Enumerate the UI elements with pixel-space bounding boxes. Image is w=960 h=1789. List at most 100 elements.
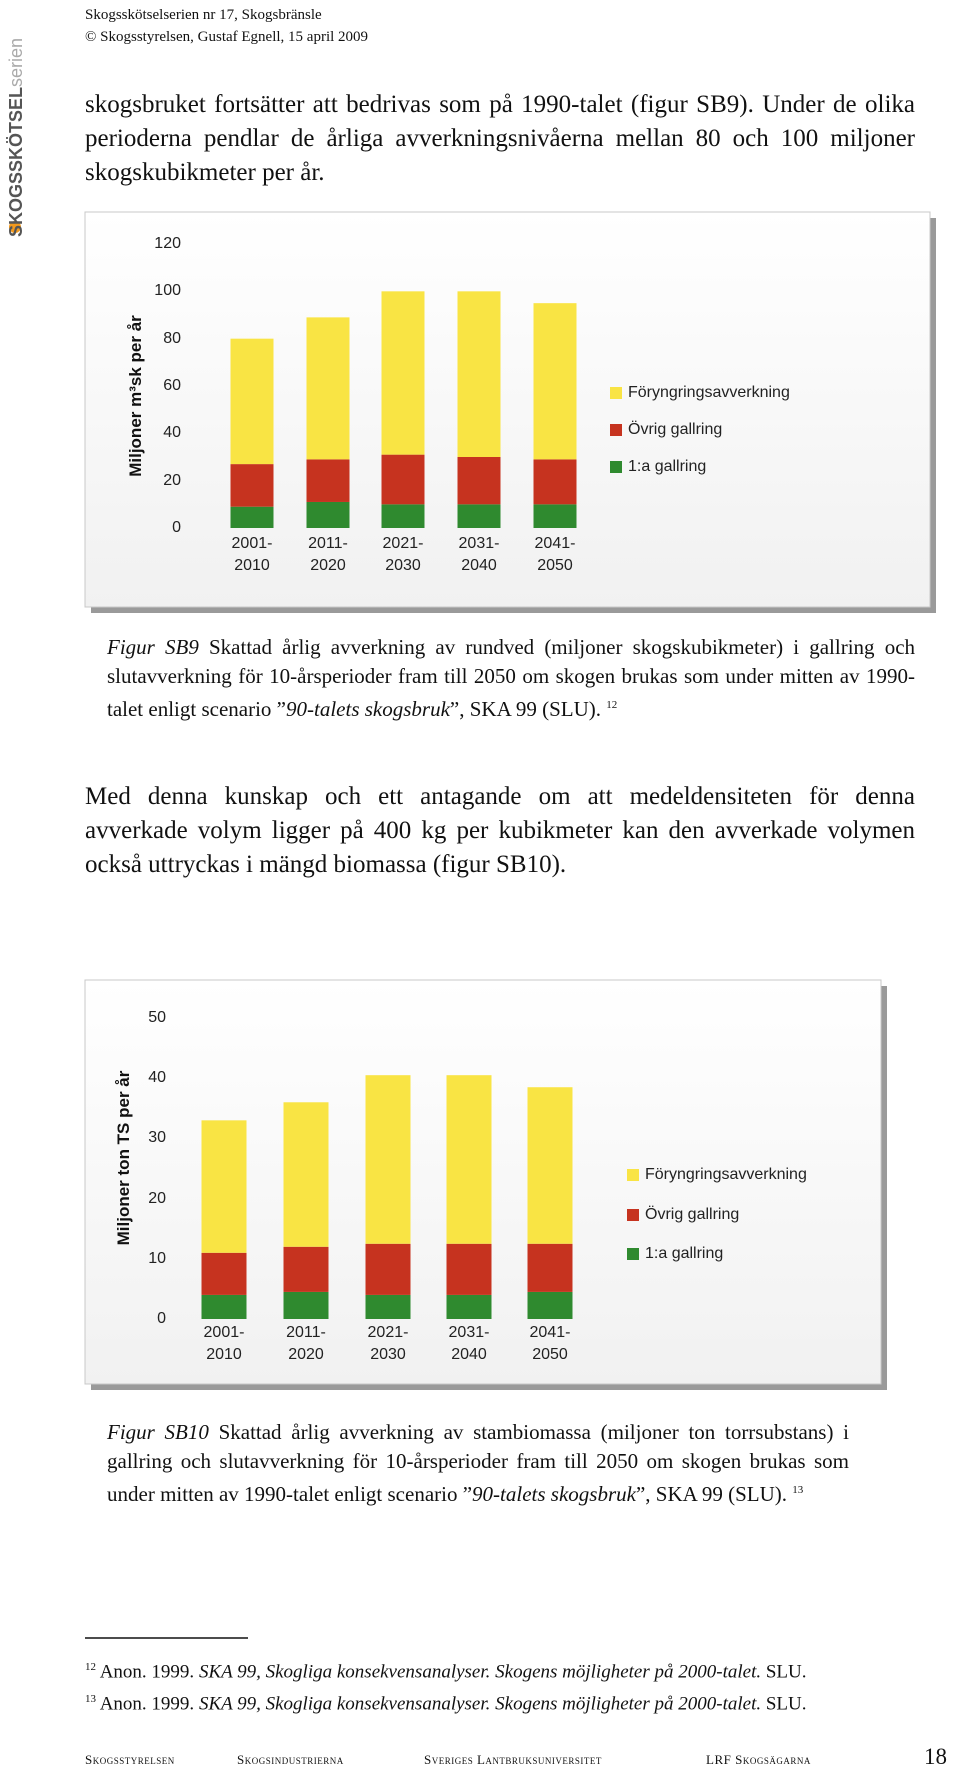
bar-segment	[457, 291, 501, 457]
bar-segment	[457, 504, 501, 528]
y-tick-label: 120	[154, 235, 181, 252]
x-tick-label: 2031- 2040	[458, 535, 500, 574]
y-axis-title: Miljoner m³sk per år	[126, 315, 145, 477]
bar-segment	[365, 1294, 411, 1319]
legend-swatch	[610, 461, 622, 473]
logo: SKOGSSKÖTSELserien	[6, 38, 27, 237]
bar-segment	[230, 338, 274, 465]
y-tick-label: 60	[163, 377, 181, 394]
legend-swatch	[627, 1248, 639, 1260]
logo-dot	[9, 221, 21, 233]
bar-segment	[201, 1252, 247, 1295]
footnote-number: 12	[85, 1661, 96, 1673]
x-tick-label: 2001- 2010	[231, 535, 273, 574]
bar-segment	[527, 1291, 573, 1319]
bar-segment	[230, 464, 274, 507]
y-tick-label: 40	[163, 424, 181, 442]
footer-org: Sveriges Lantbruksuniversitet	[424, 1752, 602, 1767]
bar-segment	[365, 1075, 411, 1244]
footnote: 13 Anon. 1999. SKA 99, Skogliga konsekve…	[85, 1687, 807, 1716]
legend-swatch	[627, 1209, 639, 1221]
footnote-publisher: SLU.	[765, 1693, 807, 1715]
bar-segment	[527, 1087, 573, 1244]
legend-label: Föryngringsavverkning	[628, 384, 790, 401]
legend-label: 1:a gallring	[628, 458, 707, 475]
caption-label: Figur SB10	[107, 1420, 209, 1444]
footer-org: Skogsindustrierna	[237, 1752, 344, 1767]
footnote-publisher: SLU.	[765, 1661, 807, 1683]
caption: Figur SB9 Skattad årlig avverkning av ru…	[107, 633, 915, 724]
y-tick-label: 50	[148, 1009, 166, 1026]
footnote-author: Anon. 1999.	[99, 1693, 195, 1715]
page-number: 18	[924, 1744, 947, 1769]
bar-segment	[381, 291, 425, 455]
footer-org: Skogsstyrelsen	[85, 1752, 175, 1767]
header-series: Skogsskötselserien nr 17, Skogsbränsle	[85, 7, 322, 23]
x-tick-label: 2041- 2050	[534, 535, 576, 574]
caption-tail: ”, SKA 99 (SLU).	[449, 697, 602, 721]
bar-segment	[201, 1294, 247, 1319]
bar-segment	[381, 504, 425, 528]
y-tick-label: 80	[163, 329, 181, 347]
bar-segment	[283, 1246, 329, 1292]
footer-org: LRF Skogsägarna	[706, 1752, 811, 1767]
bar-segment	[306, 459, 350, 502]
chart-frame	[84, 211, 931, 608]
bar-segment	[533, 303, 577, 460]
legend-label: 1:a gallring	[645, 1245, 724, 1262]
bar-segment	[446, 1243, 492, 1295]
y-tick-label: 30	[148, 1129, 166, 1147]
bar-segment	[283, 1291, 329, 1319]
bar-segment	[381, 454, 425, 505]
x-tick-label: 2011- 2020	[308, 535, 348, 574]
bar-segment	[457, 457, 501, 505]
y-tick-label: 0	[157, 1310, 166, 1327]
bar-segment	[533, 504, 577, 528]
y-tick-label: 10	[148, 1249, 166, 1267]
x-tick-label: 2021- 2030	[382, 535, 424, 574]
legend-label: Föryngringsavverkning	[645, 1166, 807, 1183]
bar-segment	[230, 506, 274, 528]
legend-swatch	[610, 424, 622, 436]
caption-emph: 90-talets skogsbruk	[286, 697, 450, 721]
y-axis-title: Miljoner ton TS per år	[114, 1070, 133, 1246]
caption: Figur SB10 Skattad årlig avverkning av s…	[107, 1418, 849, 1509]
footnote-title: SKA 99, Skogliga konsekvensanalyser. Sko…	[198, 1661, 762, 1683]
x-tick-label: 2021- 2030	[367, 1324, 409, 1363]
caption-body: Skattad årlig avverkning av rundved (mil…	[107, 635, 916, 721]
bar-segment	[306, 501, 350, 528]
bar-segment	[527, 1243, 573, 1292]
y-tick-label: 20	[148, 1189, 166, 1207]
bar-segment	[306, 317, 350, 460]
x-tick-label: 2011- 2020	[286, 1324, 326, 1363]
y-tick-label: 20	[163, 471, 181, 489]
logo-suffix: serien	[6, 37, 26, 87]
y-tick-label: 0	[172, 519, 181, 536]
paragraph: skogsbruket fortsätter att bedrivas som …	[85, 91, 915, 186]
footnote-number: 13	[85, 1693, 96, 1705]
bar-segment	[533, 459, 577, 505]
bar-segment	[283, 1102, 329, 1247]
caption-note: 13	[792, 1484, 804, 1496]
caption-tail: ”, SKA 99 (SLU).	[635, 1482, 788, 1506]
header-copyright: © Skogsstyrelsen, Gustaf Egnell, 15 apri…	[85, 29, 369, 45]
caption-label: Figur SB9	[107, 635, 199, 659]
legend-swatch	[627, 1169, 639, 1181]
paragraph: Med denna kunskap och ett antagande om a…	[85, 783, 915, 878]
legend-swatch	[610, 387, 622, 399]
x-tick-label: 2001- 2010	[203, 1324, 245, 1363]
bar-segment	[365, 1243, 411, 1295]
legend-label: Övrig gallring	[645, 1206, 740, 1223]
footnote-title: SKA 99, Skogliga konsekvensanalyser. Sko…	[198, 1693, 762, 1715]
y-tick-label: 40	[148, 1069, 166, 1087]
bar-segment	[446, 1294, 492, 1319]
legend-label: Övrig gallring	[628, 421, 723, 438]
bar-segment	[201, 1120, 247, 1253]
caption-emph: 90-talets skogsbruk	[472, 1482, 636, 1506]
x-tick-label: 2031- 2040	[448, 1324, 490, 1363]
footnote-author: Anon. 1999.	[99, 1661, 195, 1683]
y-tick-label: 100	[154, 282, 181, 300]
bar-segment	[446, 1075, 492, 1244]
